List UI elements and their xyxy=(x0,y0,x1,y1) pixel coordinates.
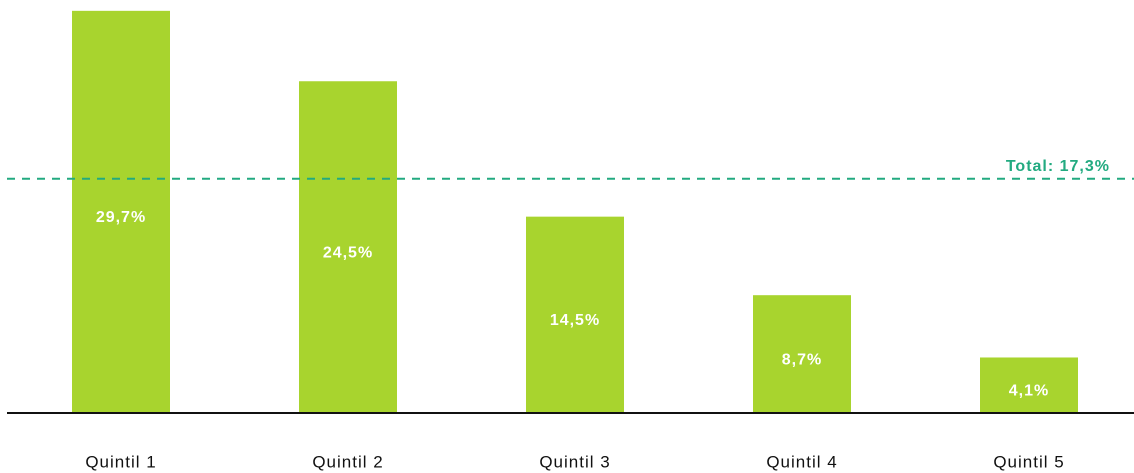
value-label: 4,1% xyxy=(1009,382,1049,399)
x-tick-label: Quintil 5 xyxy=(993,452,1064,471)
bar xyxy=(72,10,170,413)
value-label: 8,7% xyxy=(782,351,822,368)
bar xyxy=(753,295,851,413)
x-tick-label: Quintil 1 xyxy=(85,452,156,471)
bar xyxy=(526,216,624,413)
value-label: 24,5% xyxy=(323,244,373,261)
bar xyxy=(299,81,397,413)
value-label: 14,5% xyxy=(550,312,600,329)
reference-label: Total: 17,3% xyxy=(1006,158,1110,175)
x-tick-label: Quintil 4 xyxy=(766,452,837,471)
x-tick-label: Quintil 2 xyxy=(312,452,383,471)
bar xyxy=(980,357,1078,413)
value-label: 29,7% xyxy=(96,209,146,226)
x-tick-label: Quintil 3 xyxy=(539,452,610,471)
